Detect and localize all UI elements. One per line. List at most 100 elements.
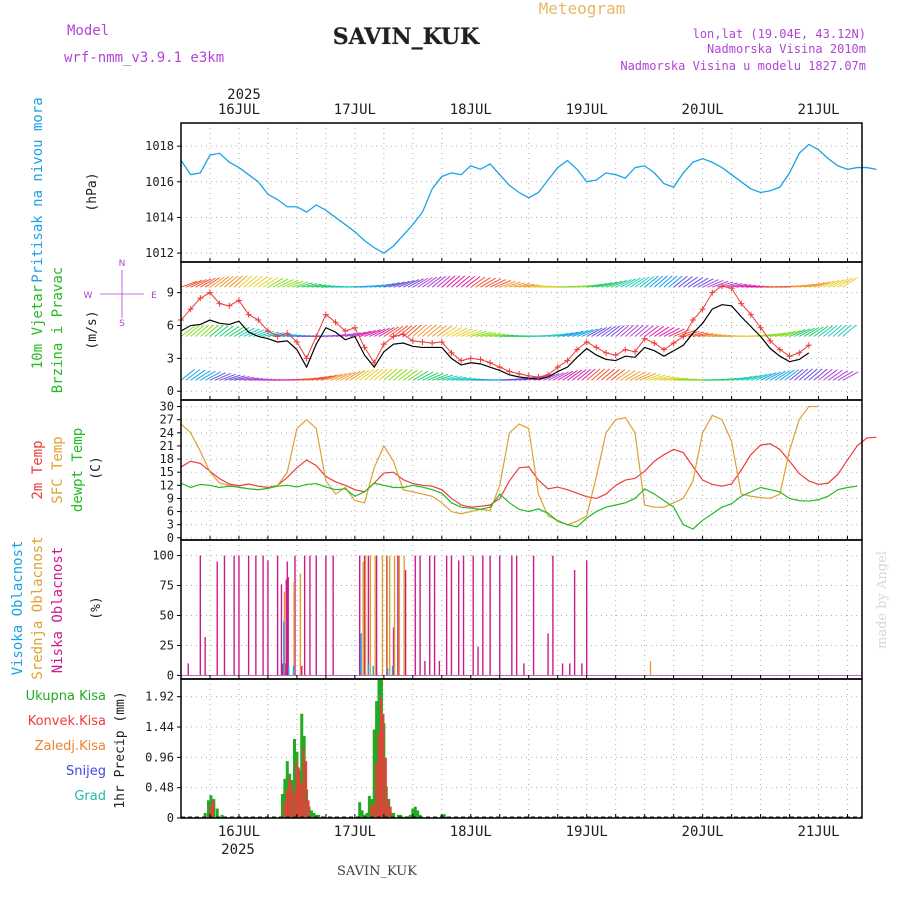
wind-barb [639,373,656,381]
wind-gust-marker [689,317,696,324]
wind-barb [644,325,659,337]
wind-barb [340,371,357,381]
precip-total-bar [360,810,364,818]
wind-barb [204,371,221,381]
wind-barb [799,283,815,288]
wind-barb [412,370,429,381]
wind-barb [485,278,502,288]
wind-gust-marker [216,300,223,307]
wind-barb [185,279,202,288]
precip-total-bar [312,812,316,818]
wind-barb [195,370,211,381]
wind-barb [668,275,683,288]
wind-barb [407,370,424,381]
y-tick-label: 1.92 [145,690,174,704]
precip-total-bar [413,806,417,818]
wind-barb [591,283,608,288]
wind-barb [393,280,410,288]
wind-barb [262,277,279,288]
wind-barb [600,325,616,337]
wind-barb [431,275,447,288]
cloud-unit: (%) [89,596,104,619]
wind-gust-marker [235,297,242,304]
wind-barb [649,325,665,337]
wind-barb [383,282,400,288]
precip-total-bar [408,814,412,818]
wind-gust-marker [380,341,387,348]
wind-barb [591,326,607,337]
cloud-side-label-1: Visoka Oblacnost [10,541,26,676]
wind-barb [818,325,833,337]
wind-barb [451,275,466,288]
wind-barb [654,375,671,381]
wind-barb [552,333,569,337]
wind-barb [287,280,304,288]
wind-barb [209,372,226,381]
wind-barb [311,284,327,288]
wind-barb [518,283,535,288]
wind-title-2: Brzina i Pravac [50,267,66,393]
wind-barb [634,324,649,337]
wind-barb [769,370,786,381]
wind-barb [248,329,265,337]
wind-barb [455,275,471,288]
wind-barb [842,324,857,337]
wind-barb [596,282,613,288]
wind-gust-marker [805,342,812,349]
precip-total-bar [300,713,304,818]
wind-gust-marker [747,311,754,318]
watermark: made by Angel [875,551,890,649]
wind-barb [697,278,714,288]
wind-barb [417,371,434,381]
wind-barb [789,329,806,337]
precip-total-bar [396,814,400,818]
wind-barb [340,333,356,337]
wind-barb [393,325,408,337]
wind-barb [760,372,777,381]
wind-barb [460,329,478,337]
y-tick-label: 1018 [145,139,174,153]
wind-gust-marker [776,346,783,353]
wind-gust-marker [313,333,320,340]
wind-gust-marker [284,330,291,337]
wind-barb [726,283,743,288]
precip-total-bar [309,810,313,818]
wind-barb [465,330,483,337]
wind-barb [417,324,432,337]
wind-barb [509,282,526,288]
wind-gust-marker [535,374,542,380]
bottom-day-label: 19JUL [566,824,608,840]
wind-gust-marker [583,338,590,345]
model-name: wrf-nmm_v3.9.1 e3km [64,50,224,66]
precip-total-bar [442,814,446,818]
wind-barb [736,284,752,288]
wind-barb [659,376,675,381]
wind-barb [200,370,216,381]
precip-convective-bar [288,778,291,818]
wind-barb [837,324,852,337]
wind-barb [803,326,820,337]
cloud-title-1: Visoka Oblacnost [10,541,26,676]
precip-convective-bar [302,748,305,818]
wind-barb [649,275,664,288]
wind-barb [441,375,458,381]
wind-gust-marker [264,328,271,334]
wind-gust-marker [371,359,378,366]
wind-barb [600,368,615,381]
wind-barb [436,275,451,288]
precip-legend: Ukupna Kisa Konvek.Kisa Zaledj.Kisa Snij… [26,689,106,804]
compass-e: E [151,291,157,301]
precip-convective-bar [211,800,214,818]
wind-barb [243,377,259,381]
wind-gust-marker [477,356,484,363]
precip-unit-wrap: 1hr Precip (mm) [113,691,128,808]
precip-convective-bar [290,783,293,818]
wind-barb [514,283,530,288]
wind-barb [296,282,313,288]
wind-gust-marker [274,333,281,340]
wind-barb [238,275,253,288]
wind-barb [562,331,579,337]
wind-barb [683,276,698,288]
pressure-side-label: Pritisak na nivou mora [30,97,46,282]
wind-barb [702,333,718,337]
